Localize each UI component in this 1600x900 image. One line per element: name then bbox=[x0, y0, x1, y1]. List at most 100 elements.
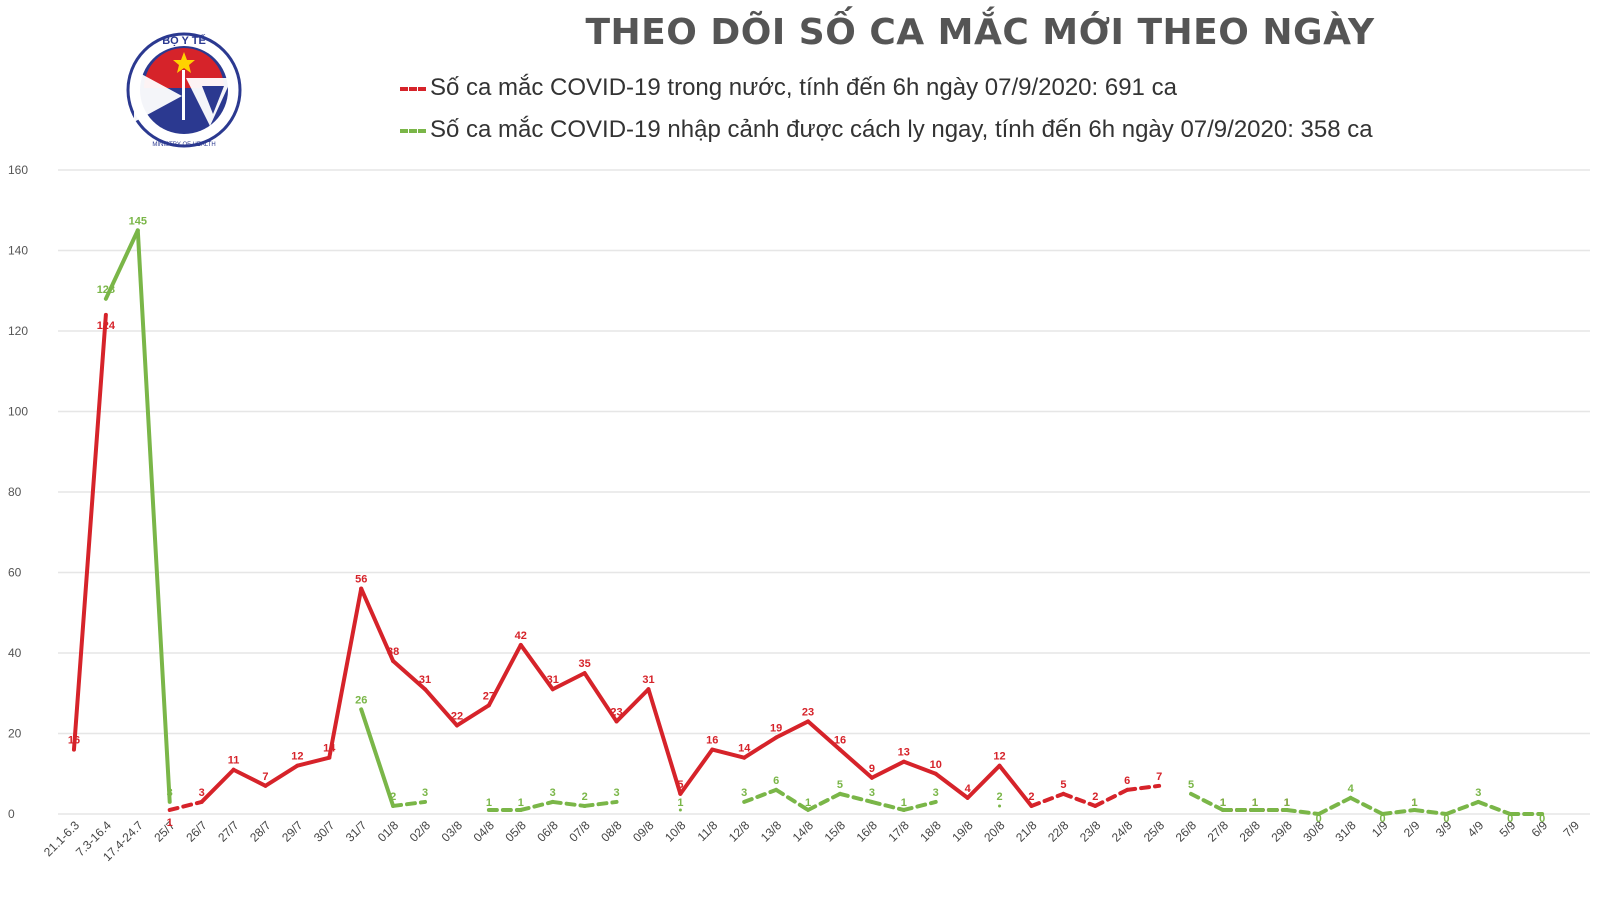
x-tick-label: 04/8 bbox=[471, 818, 498, 845]
point-domestic bbox=[838, 748, 842, 752]
point-imported bbox=[1317, 812, 1321, 816]
data-label-domestic: 16 bbox=[706, 735, 718, 747]
x-tick-label: 25/7 bbox=[151, 818, 178, 845]
y-tick-label: 160 bbox=[8, 163, 28, 177]
data-label-domestic: 27 bbox=[483, 690, 495, 702]
point-domestic bbox=[263, 784, 267, 788]
point-imported bbox=[806, 808, 810, 812]
point-domestic bbox=[72, 748, 76, 752]
data-label-domestic: 1 bbox=[1252, 797, 1258, 809]
data-label-imported: 2 bbox=[582, 791, 588, 803]
x-tick-label: 05/8 bbox=[502, 818, 529, 845]
point-imported bbox=[551, 800, 555, 804]
point-domestic bbox=[423, 687, 427, 691]
data-label-imported: 1 bbox=[1252, 797, 1258, 809]
series-lines bbox=[71, 228, 1545, 816]
point-imported bbox=[1444, 812, 1448, 816]
x-tick-label: 22/8 bbox=[1045, 818, 1072, 845]
x-tick-label: 01/8 bbox=[375, 818, 402, 845]
y-tick-label: 60 bbox=[8, 566, 22, 580]
data-label-domestic: 31 bbox=[419, 674, 431, 686]
series-imported-segment bbox=[135, 228, 172, 804]
point-domestic bbox=[1061, 792, 1065, 796]
point-domestic bbox=[200, 800, 204, 804]
series-domestic-segment bbox=[614, 687, 651, 724]
data-label-domestic: 124 bbox=[97, 320, 116, 332]
data-label-imported: 3 bbox=[422, 787, 428, 799]
point-imported bbox=[742, 800, 746, 804]
series-domestic-segment bbox=[997, 763, 1034, 808]
point-imported bbox=[615, 800, 619, 804]
x-tick-label: 27/7 bbox=[215, 818, 242, 845]
data-label-domestic: 23 bbox=[610, 706, 622, 718]
point-domestic bbox=[295, 764, 299, 768]
data-label-domestic: 11 bbox=[228, 755, 240, 767]
data-label-imported: 4 bbox=[1348, 783, 1355, 795]
legend-item-domestic: Số ca mắc COVID-19 trong nước, tính đến … bbox=[400, 74, 1177, 102]
x-tick-label: 15/8 bbox=[822, 818, 849, 845]
series-domestic-segment bbox=[423, 687, 459, 728]
x-tick-label: 16/8 bbox=[854, 818, 881, 845]
x-tick-label: 29/7 bbox=[279, 818, 306, 845]
x-tick-label: 25/8 bbox=[1141, 818, 1168, 845]
x-tick-label: 31/8 bbox=[1332, 818, 1359, 845]
point-imported bbox=[1221, 808, 1225, 812]
point-imported bbox=[1285, 808, 1289, 812]
x-axis-ticks: 21.1-6.37.3-16.417.4-24.7 25/7 26/7 27/7 28/… bbox=[41, 818, 1582, 864]
data-label-domestic: 7 bbox=[1156, 771, 1162, 783]
series-domestic-segment bbox=[167, 799, 204, 812]
x-tick-label: 7/9 bbox=[1560, 818, 1582, 840]
point-domestic bbox=[902, 760, 906, 764]
x-tick-label: 20/8 bbox=[981, 818, 1008, 845]
data-label-domestic: 10 bbox=[930, 759, 942, 771]
x-tick-label: 07/8 bbox=[566, 818, 593, 845]
legend-item-imported: Số ca mắc COVID-19 nhập cảnh được cách l… bbox=[400, 116, 1373, 144]
x-tick-label: 28/8 bbox=[1237, 818, 1264, 845]
point-domestic bbox=[774, 736, 778, 740]
x-tick-label: 18/8 bbox=[917, 818, 944, 845]
data-label-imported: 2 bbox=[390, 791, 396, 803]
series-domestic-segment bbox=[774, 719, 811, 740]
series-domestic-segment bbox=[1125, 783, 1162, 792]
data-label-domestic: 42 bbox=[515, 630, 527, 642]
data-label-imported: 3 bbox=[933, 787, 939, 799]
data-label-domestic: 56 bbox=[355, 574, 367, 586]
data-label-imported: 145 bbox=[129, 215, 147, 227]
point-imported bbox=[1349, 796, 1353, 800]
data-label-domestic: 23 bbox=[802, 706, 814, 718]
series-imported-segment bbox=[518, 799, 555, 812]
point-domestic bbox=[391, 659, 395, 663]
x-tick-label: 29/8 bbox=[1268, 818, 1295, 845]
y-tick-label: 120 bbox=[8, 324, 28, 338]
grid-lines bbox=[58, 169, 1590, 815]
point-imported bbox=[774, 788, 778, 792]
point-domestic bbox=[359, 587, 363, 591]
point-imported bbox=[1253, 808, 1257, 812]
data-label-domestic: 22 bbox=[451, 710, 463, 722]
series-domestic-segment bbox=[1093, 787, 1130, 808]
logo-bottom-text: MINISTRY OF HEALTH bbox=[152, 142, 215, 148]
data-label-domestic: 5 bbox=[677, 779, 683, 791]
point-domestic bbox=[934, 772, 938, 776]
point-imported bbox=[678, 808, 682, 812]
data-label-imported: 3 bbox=[741, 787, 747, 799]
data-label-imported: 0 bbox=[1507, 813, 1513, 825]
series-domestic-segment bbox=[550, 671, 587, 692]
data-label-imported: 1 bbox=[805, 797, 811, 809]
point-imported bbox=[104, 297, 108, 301]
point-imported bbox=[1476, 800, 1480, 804]
series-domestic-segment bbox=[678, 747, 715, 796]
x-tick-label: 14/8 bbox=[790, 818, 817, 845]
point-domestic bbox=[742, 756, 746, 760]
point-imported bbox=[902, 808, 906, 812]
series-domestic-segment bbox=[742, 735, 779, 760]
series-domestic-segment bbox=[806, 719, 842, 752]
point-domestic bbox=[806, 719, 810, 723]
legend-swatch-imported bbox=[400, 128, 426, 133]
point-domestic bbox=[327, 756, 331, 760]
series-domestic-segment bbox=[710, 747, 747, 760]
data-label-domestic: 2 bbox=[1028, 791, 1034, 803]
data-label-domestic: 1 bbox=[1284, 797, 1290, 809]
data-label-imported: 3 bbox=[167, 787, 173, 799]
point-domestic bbox=[646, 687, 650, 691]
